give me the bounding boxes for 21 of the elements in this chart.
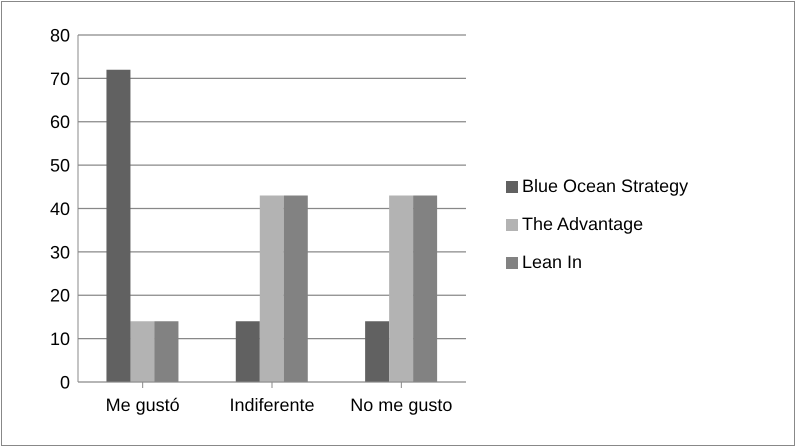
legend-label: The Advantage xyxy=(522,214,644,234)
y-tick-label: 60 xyxy=(50,112,70,132)
y-tick-label: 70 xyxy=(50,68,70,89)
legend-label: Lean In xyxy=(522,252,582,272)
y-tick-label: 50 xyxy=(50,156,70,176)
bar xyxy=(236,321,260,382)
y-tick-label: 10 xyxy=(50,329,70,350)
bar xyxy=(130,321,154,382)
bar xyxy=(365,321,390,382)
bar xyxy=(389,195,414,382)
bar xyxy=(106,70,130,382)
y-tick-label: 30 xyxy=(50,242,70,262)
y-tick-label: 80 xyxy=(50,25,70,46)
legend-label: Blue Ocean Strategy xyxy=(522,176,688,196)
x-tick-label: Me gustó xyxy=(106,394,180,415)
y-tick-label: 40 xyxy=(50,198,70,219)
y-tick-label: 20 xyxy=(50,286,70,306)
bar xyxy=(260,195,284,382)
y-tick-label: 0 xyxy=(60,372,70,392)
x-tick-label: Indiferente xyxy=(229,394,315,415)
x-tick-label: No me gusto xyxy=(350,394,452,415)
